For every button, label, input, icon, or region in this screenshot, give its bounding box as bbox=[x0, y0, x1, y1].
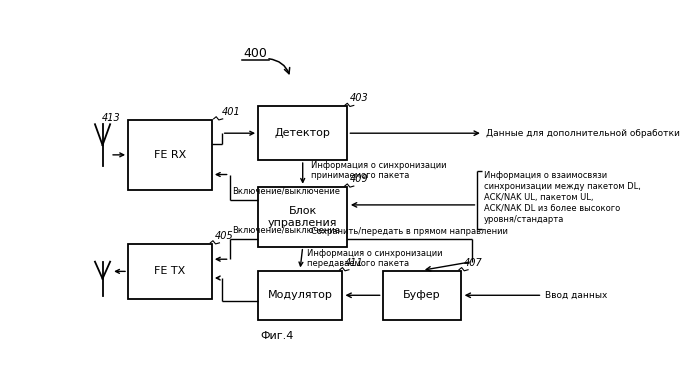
Text: FE TX: FE TX bbox=[154, 267, 186, 276]
Text: 407: 407 bbox=[464, 258, 482, 268]
FancyArrowPatch shape bbox=[269, 59, 289, 74]
Text: Ввод данных: Ввод данных bbox=[545, 291, 607, 300]
Bar bbox=[128, 120, 212, 190]
Text: 400: 400 bbox=[243, 47, 267, 60]
Bar bbox=[258, 106, 347, 160]
Text: Информация о взаимосвязи
синхронизации между пакетом DL,
ACK/NAK UL, пакетом UL,: Информация о взаимосвязи синхронизации м… bbox=[484, 171, 641, 224]
Text: 411: 411 bbox=[345, 258, 363, 268]
Text: 405: 405 bbox=[215, 231, 233, 241]
Text: Фиг.4: Фиг.4 bbox=[260, 331, 294, 341]
Text: Детектор: Детектор bbox=[275, 128, 331, 138]
Text: 403: 403 bbox=[350, 94, 369, 103]
Text: Данные для дополнительной обработки: Данные для дополнительной обработки bbox=[486, 129, 679, 138]
Text: Блок
управления: Блок управления bbox=[268, 206, 338, 228]
Bar bbox=[382, 271, 461, 320]
Text: Буфер: Буфер bbox=[403, 290, 440, 300]
Bar bbox=[128, 244, 212, 299]
Bar bbox=[258, 271, 342, 320]
Text: Включение/выключение: Включение/выключение bbox=[232, 226, 340, 235]
Text: 401: 401 bbox=[222, 107, 240, 117]
Text: 413: 413 bbox=[101, 113, 120, 123]
Text: Включение/выключение: Включение/выключение bbox=[232, 187, 340, 196]
Text: 409: 409 bbox=[350, 174, 369, 184]
Text: FE RX: FE RX bbox=[154, 150, 186, 160]
Text: Информация о синхронизации
принимаемого пакета: Информация о синхронизации принимаемого … bbox=[311, 161, 447, 180]
Text: Сохранить/передать в прямом направлении: Сохранить/передать в прямом направлении bbox=[311, 227, 508, 236]
Bar bbox=[258, 187, 347, 247]
Text: Информация о синхронизации
передаваемого пакета: Информация о синхронизации передаваемого… bbox=[306, 249, 442, 268]
Text: Модулятор: Модулятор bbox=[268, 290, 333, 300]
